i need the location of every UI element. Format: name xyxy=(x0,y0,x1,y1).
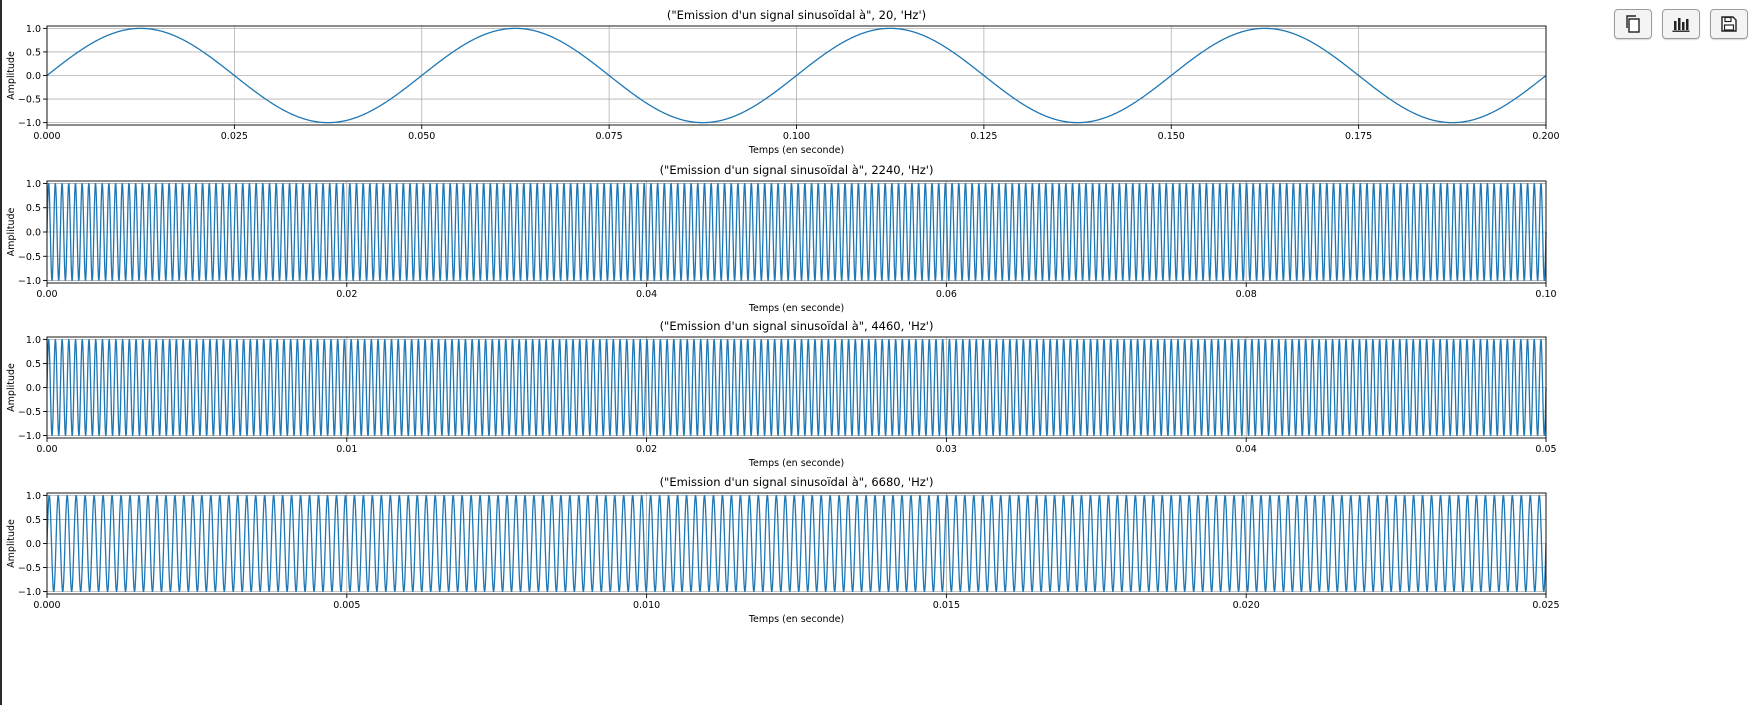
x-tick-label: 0.05 xyxy=(1535,444,1556,455)
y-axis-label: Amplitude xyxy=(6,208,17,257)
y-tick-label: 0.0 xyxy=(26,539,41,550)
x-tick-label: 0.04 xyxy=(1236,444,1257,455)
x-tick-label: 0.075 xyxy=(596,131,623,142)
y-tick-label: 0.5 xyxy=(26,47,41,58)
signal-line xyxy=(46,339,1547,436)
plot-toolbar xyxy=(1614,9,1748,39)
x-tick-label: 0.02 xyxy=(636,444,657,455)
copy-button[interactable] xyxy=(1614,9,1652,39)
chart-title: ("Emission d'un signal sinusoïdal à", 66… xyxy=(660,475,934,489)
subplot-4: 0.000 0.005 0.010 0.015 0.020 0.025 1.0 0.5 0.0 −… xyxy=(6,475,1560,625)
x-tick-label: 0.01 xyxy=(336,444,357,455)
y-tick-label: 1.0 xyxy=(26,179,41,190)
chart-title: ("Emission d'un signal sinusoïdal à", 22… xyxy=(660,163,934,177)
x-tick-label: 0.015 xyxy=(933,600,960,611)
copy-icon xyxy=(1626,15,1640,33)
y-axis-label: Amplitude xyxy=(6,51,17,100)
x-axis-label: Temps (en seconde) xyxy=(748,145,844,156)
subplot-2: 0.00 0.02 0.04 0.06 0.08 0.10 1.0 0.5 0.0 −0.5 −1.… xyxy=(6,163,1557,314)
y-tick-label: −1.0 xyxy=(18,118,41,129)
y-tick-label: 1.0 xyxy=(26,335,41,346)
x-tick-label: 0.175 xyxy=(1345,131,1372,142)
chart-title: ("Emission d'un signal sinusoïdal à", 20… xyxy=(667,8,926,22)
x-tick-label: 0.08 xyxy=(1236,289,1257,300)
x-tick-label: 0.010 xyxy=(633,600,660,611)
chart-title: ("Emission d'un signal sinusoïdal à", 44… xyxy=(660,319,934,333)
x-axis-label: Temps (en seconde) xyxy=(748,614,844,625)
x-axis-label: Temps (en seconde) xyxy=(748,458,844,469)
y-tick-label: 0.5 xyxy=(26,515,41,526)
x-tick-label: 0.200 xyxy=(1532,131,1559,142)
x-tick-label: 0.02 xyxy=(336,289,357,300)
x-tick-label: 0.020 xyxy=(1233,600,1260,611)
x-tick-label: 0.04 xyxy=(636,289,657,300)
y-tick-label: 0.5 xyxy=(26,359,41,370)
y-axis-label: Amplitude xyxy=(6,363,17,412)
signal-line xyxy=(46,183,1547,281)
x-tick-label: 0.125 xyxy=(970,131,997,142)
subplot-3: 0.00 0.01 0.02 0.03 0.04 0.05 1.0 0.5 0.0 −0.5 −1.… xyxy=(6,319,1557,469)
y-tick-label: −1.0 xyxy=(18,276,41,287)
y-tick-label: 0.5 xyxy=(26,203,41,214)
y-tick-label: 0.0 xyxy=(26,383,41,394)
y-tick-label: −0.5 xyxy=(18,407,41,418)
x-tick-label: 0.00 xyxy=(36,444,57,455)
x-tick-label: 0.10 xyxy=(1535,289,1556,300)
x-tick-label: 0.025 xyxy=(221,131,248,142)
save-icon xyxy=(1721,16,1737,32)
x-tick-label: 0.005 xyxy=(333,600,360,611)
y-tick-label: 0.0 xyxy=(26,71,41,82)
x-tick-label: 0.06 xyxy=(936,289,957,300)
x-tick-label: 0.050 xyxy=(408,131,435,142)
x-tick-label: 0.000 xyxy=(33,600,60,611)
x-tick-label: 0.000 xyxy=(33,131,60,142)
x-tick-label: 0.025 xyxy=(1532,600,1559,611)
y-tick-label: 0.0 xyxy=(26,228,41,239)
chart-view-button[interactable] xyxy=(1662,9,1700,39)
x-tick-label: 0.03 xyxy=(936,444,957,455)
x-axis-label: Temps (en seconde) xyxy=(748,303,844,314)
y-tick-label: −1.0 xyxy=(18,587,41,598)
y-tick-label: −0.5 xyxy=(18,563,41,574)
subplot-1: 0.000 0.025 0.050 0.075 0.100 0.125 0.150 0.175… xyxy=(6,8,1560,156)
y-tick-label: −0.5 xyxy=(18,252,41,263)
save-button[interactable] xyxy=(1710,9,1748,39)
bar-chart-icon xyxy=(1672,18,1690,32)
y-tick-label: 1.0 xyxy=(26,24,41,35)
signal-line xyxy=(46,27,1547,124)
y-tick-label: 1.0 xyxy=(26,491,41,502)
y-axis-label: Amplitude xyxy=(6,519,17,568)
signal-line xyxy=(46,495,1547,592)
x-tick-label: 0.100 xyxy=(783,131,810,142)
x-tick-label: 0.00 xyxy=(36,289,57,300)
x-tick-label: 0.150 xyxy=(1158,131,1185,142)
y-tick-label: −1.0 xyxy=(18,431,41,442)
y-tick-label: −0.5 xyxy=(18,95,41,106)
